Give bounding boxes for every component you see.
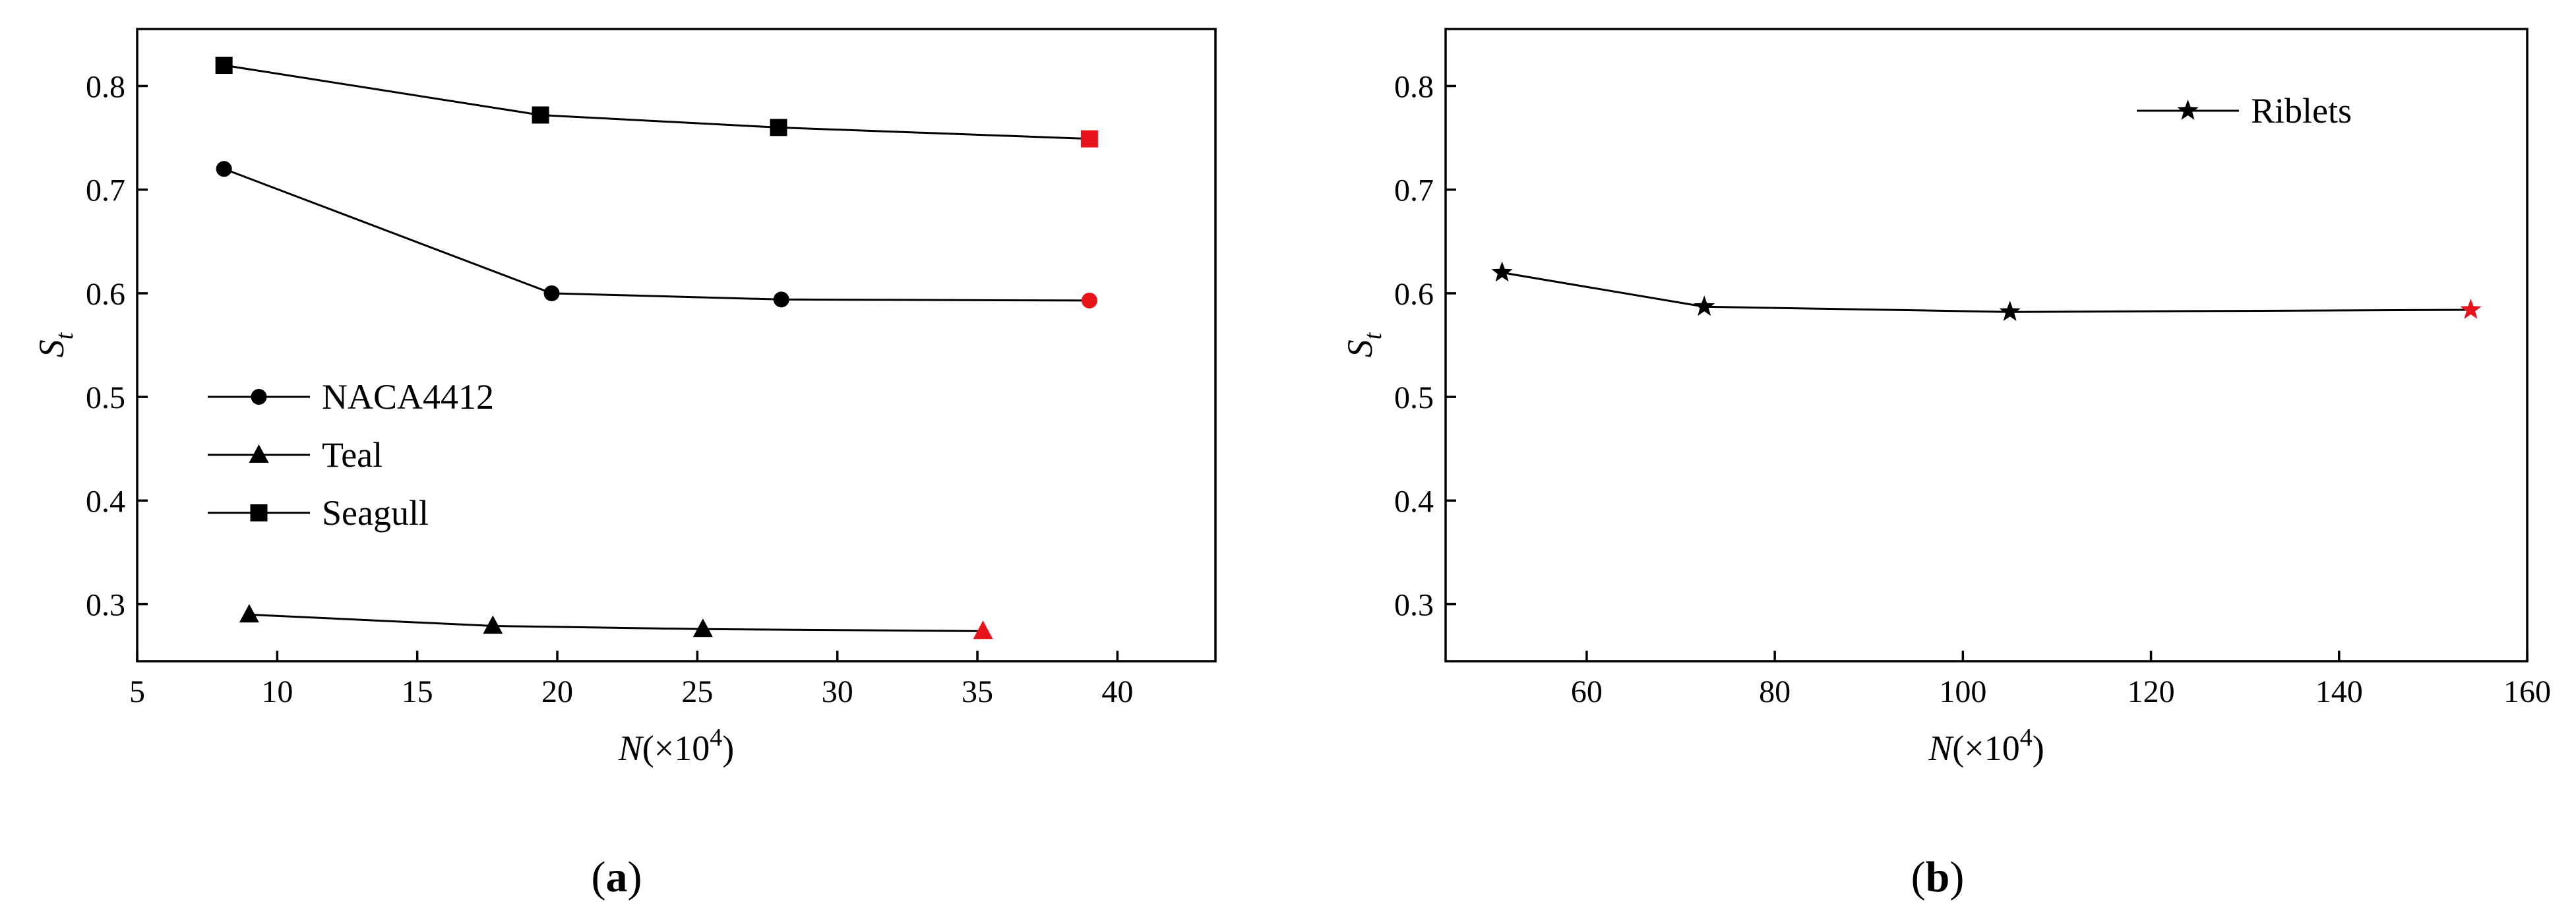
y-axis-title: St — [32, 332, 78, 357]
x-axis-title: N(×104) — [618, 724, 734, 768]
x-tick-label: 120 — [2128, 674, 2175, 709]
x-axis-title: N(×104) — [1928, 724, 2044, 768]
x-axis-post: ) — [722, 728, 734, 768]
y-tick-label: 0.3 — [1394, 588, 1434, 623]
data-point-square — [1081, 131, 1098, 148]
series-line — [1502, 273, 2471, 312]
panel-label: (a) — [592, 853, 642, 901]
y-tick-label: 0.4 — [1394, 484, 1434, 519]
series-line — [224, 65, 1089, 139]
legend: Riblets — [2137, 91, 2352, 131]
x-tick-label: 160 — [2503, 674, 2551, 709]
legend-marker-circle — [251, 389, 267, 405]
data-point-circle — [544, 285, 560, 301]
legend-label: Seagull — [322, 493, 429, 533]
x-axis-exp: 4 — [710, 724, 722, 752]
legend-marker-triangle — [249, 444, 269, 463]
x-tick-label: 10 — [261, 674, 293, 709]
y-tick-label: 0.6 — [86, 277, 125, 312]
legend-marker-square — [251, 504, 268, 521]
data-point-circle — [774, 291, 789, 307]
y-axis: 0.3 0.4 0.5 0.6 0.7 0.8 — [1394, 69, 1456, 622]
y-tick-label: 0.7 — [86, 173, 125, 208]
x-axis: 5 10 15 20 25 30 35 40 — [129, 651, 1133, 709]
data-point-triangle — [693, 618, 713, 637]
series-line — [249, 614, 983, 631]
x-tick-label: 5 — [129, 674, 145, 709]
data-point-star — [1491, 262, 1512, 282]
y-tick-label: 0.7 — [1394, 173, 1434, 208]
legend: NACA4412 Teal Seagull — [208, 377, 494, 533]
x-tick-label: 30 — [822, 674, 853, 709]
y-axis-title: St — [1340, 332, 1387, 357]
chart-a: 5 10 15 20 25 30 35 40 0.3 0.4 0.5 0.6 0.7 0.8 N(×104)… — [32, 29, 1215, 901]
x-tick-label: 60 — [1571, 674, 1603, 709]
plot-frame — [1446, 29, 2527, 661]
x-axis: 60 80 100 120 140 160 — [1571, 651, 2551, 709]
data-point-square — [532, 106, 549, 123]
x-tick-label: 20 — [541, 674, 573, 709]
panel-label: (b) — [1911, 853, 1965, 901]
y-axis-var: S — [1340, 339, 1380, 357]
y-tick-label: 0.6 — [1394, 277, 1434, 312]
x-tick-label: 40 — [1101, 674, 1133, 709]
plot-frame — [137, 29, 1215, 661]
data-point-square — [216, 57, 233, 74]
series-teal — [239, 604, 993, 639]
y-tick-label: 0.4 — [86, 484, 125, 519]
x-axis-exp: 4 — [2020, 724, 2033, 752]
y-tick-label: 0.3 — [86, 588, 125, 623]
legend-label: Riblets — [2251, 91, 2352, 131]
x-tick-label: 100 — [1939, 674, 1986, 709]
data-point-square — [770, 119, 787, 136]
data-point-star — [2000, 301, 2021, 321]
x-axis-pre: (×10 — [642, 728, 710, 768]
data-point-triangle — [239, 604, 259, 622]
data-point-circle — [1082, 293, 1097, 309]
y-axis-var: S — [32, 339, 71, 357]
series-naca4412 — [216, 161, 1097, 309]
x-axis-pre: (×10 — [1952, 728, 2019, 768]
legend-label: Teal — [322, 435, 383, 475]
data-point-triangle — [973, 620, 993, 639]
series-line — [224, 169, 1089, 301]
x-tick-label: 25 — [681, 674, 713, 709]
y-tick-label: 0.8 — [1394, 69, 1434, 104]
y-tick-label: 0.5 — [86, 380, 125, 415]
data-point-star — [1694, 295, 1715, 316]
x-axis-var: N — [618, 728, 644, 768]
y-tick-label: 0.5 — [1394, 380, 1434, 415]
data-point-star — [2460, 299, 2481, 319]
y-axis: 0.3 0.4 0.5 0.6 0.7 0.8 — [86, 69, 148, 622]
x-axis-var: N — [1928, 728, 1954, 768]
legend-label: NACA4412 — [322, 377, 494, 417]
chart-b: 60 80 100 120 140 160 0.3 0.4 0.5 0.6 0.7 0.8 N(×104… — [1340, 29, 2551, 901]
x-tick-label: 80 — [1759, 674, 1791, 709]
y-tick-label: 0.8 — [86, 69, 125, 104]
x-tick-label: 35 — [962, 674, 993, 709]
series-riblets — [1491, 262, 2481, 321]
series-seagull — [216, 57, 1098, 148]
x-tick-label: 140 — [2315, 674, 2363, 709]
x-tick-label: 15 — [402, 674, 433, 709]
legend-marker-star — [2177, 100, 2198, 120]
y-axis-sub: t — [1359, 332, 1387, 339]
y-axis-sub: t — [51, 332, 78, 339]
data-point-circle — [216, 161, 232, 177]
x-axis-post: ) — [2033, 728, 2044, 768]
